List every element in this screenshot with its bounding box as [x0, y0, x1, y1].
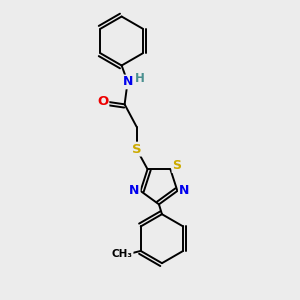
Text: N: N	[129, 184, 140, 197]
Text: S: S	[172, 159, 182, 172]
Text: O: O	[97, 95, 108, 108]
Text: S: S	[132, 142, 141, 156]
Text: N: N	[122, 75, 133, 88]
Text: CH₃: CH₃	[112, 249, 133, 259]
Text: H: H	[135, 72, 145, 85]
Text: N: N	[179, 184, 189, 197]
